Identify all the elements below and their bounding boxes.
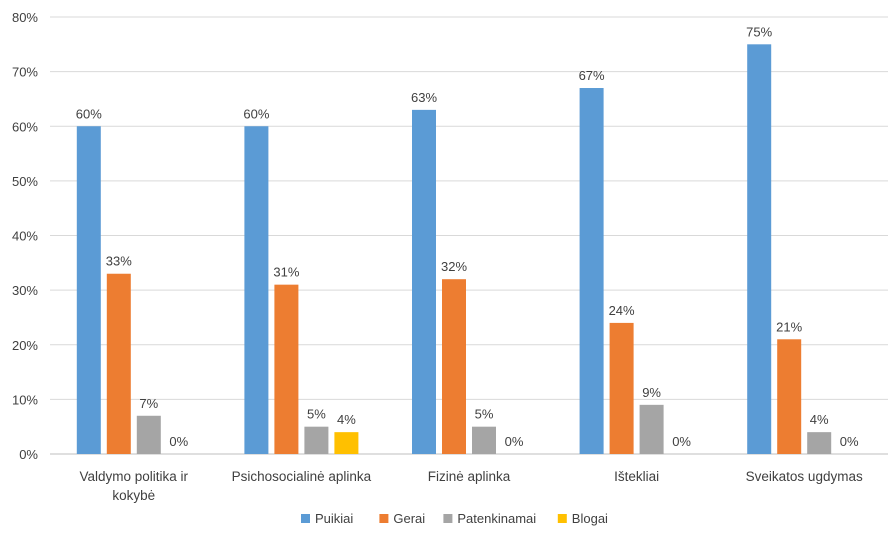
data-label: 32% [441, 259, 467, 274]
bar [244, 126, 269, 454]
legend-label: Gerai [393, 511, 425, 526]
data-label: 4% [337, 412, 356, 427]
data-label: 4% [810, 412, 829, 427]
data-label: 24% [609, 303, 635, 318]
bar [639, 404, 664, 454]
y-tick-label: 30% [12, 283, 38, 298]
y-tick-label: 50% [12, 174, 38, 189]
y-tick-label: 20% [12, 338, 38, 353]
y-tick-label: 10% [12, 392, 38, 407]
bar [579, 88, 604, 454]
data-label: 75% [746, 24, 772, 39]
bar [334, 432, 359, 454]
data-label: 60% [243, 106, 269, 121]
gridlines [50, 16, 888, 455]
bar [609, 322, 634, 454]
legend-swatch [379, 514, 389, 523]
x-category-label: Ištekliai [614, 469, 659, 484]
legend-swatch [557, 514, 567, 523]
data-label: 0% [840, 434, 859, 449]
data-label: 0% [169, 434, 188, 449]
bar [136, 415, 161, 454]
bar [747, 44, 772, 454]
data-labels: 60% 33% 7% 0% 60% 31% 5% 4% 63% 32% 5% 0% 67% 24% 9% 0%… [76, 24, 859, 449]
x-category-label: Fizinė aplinka [428, 469, 511, 484]
legend-label: Blogai [572, 511, 608, 526]
data-label: 0% [505, 434, 524, 449]
data-label: 67% [579, 68, 605, 83]
bar [472, 426, 496, 454]
legend: Puikiai Gerai Patenkinamai Blogai [301, 511, 608, 526]
x-category-label: Psichosocialinė aplinka [232, 469, 372, 484]
data-label: 5% [307, 407, 326, 422]
bar [412, 109, 436, 455]
data-label: 60% [76, 106, 102, 121]
data-label: 21% [776, 319, 802, 334]
data-label: 31% [273, 265, 299, 280]
x-axis-category-labels: Valdymo politika ir kokybė Psichosocialinė… [80, 469, 863, 503]
data-label: 5% [475, 407, 494, 422]
data-label: 33% [106, 254, 132, 269]
y-tick-label: 40% [12, 229, 38, 244]
bar [442, 279, 466, 454]
bar [807, 432, 832, 454]
x-category-label: Sveikatos ugdymas [746, 469, 863, 484]
y-axis-tick-labels: 0% 10% 20% 30% 40% 50% 60% 70% 80% [12, 10, 38, 462]
legend-label: Puikiai [315, 511, 353, 526]
bar [106, 273, 131, 454]
bar [274, 284, 299, 454]
legend-swatch [301, 514, 310, 523]
y-tick-label: 0% [19, 447, 38, 462]
x-category-label: Valdymo politika ir [80, 469, 189, 484]
bars [76, 44, 832, 455]
bar [304, 426, 329, 454]
data-label: 7% [139, 396, 158, 411]
bar [76, 126, 101, 454]
y-tick-label: 80% [12, 10, 38, 25]
data-label: 9% [642, 385, 661, 400]
legend-label: Patenkinamai [457, 511, 536, 526]
data-label: 0% [672, 434, 691, 449]
x-category-label: kokybė [112, 488, 155, 503]
bar [777, 339, 802, 454]
data-label: 63% [411, 90, 437, 105]
y-tick-label: 70% [12, 65, 38, 80]
y-tick-label: 60% [12, 119, 38, 134]
legend-swatch [443, 514, 453, 523]
